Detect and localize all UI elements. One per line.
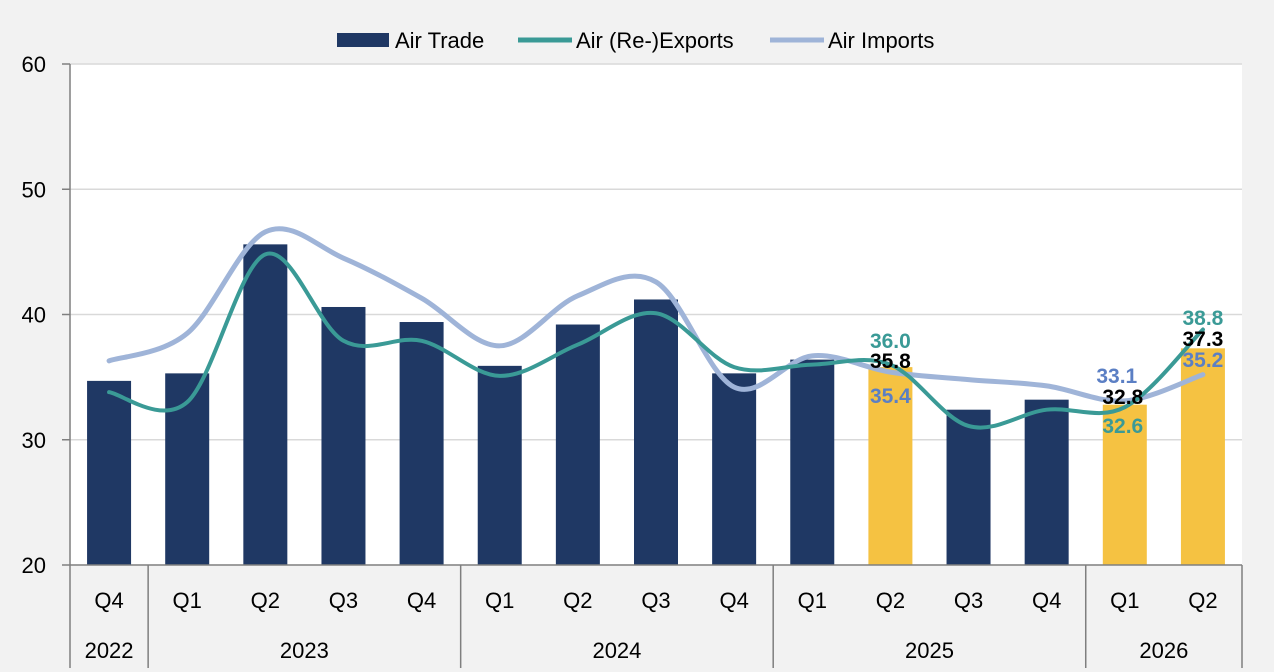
bar-5 <box>477 365 522 565</box>
x-tick-label: Q2 <box>1188 588 1217 613</box>
series-line-air-imports <box>106 226 1206 404</box>
bar-10 <box>868 367 913 565</box>
x-tick-label: Q3 <box>954 588 983 613</box>
legend-swatch-air-trade <box>337 33 389 47</box>
x-tick-label: Q2 <box>563 588 592 613</box>
bar-9 <box>790 359 835 565</box>
x-tick-label: Q4 <box>719 588 748 613</box>
legend-label: Air Imports <box>828 28 934 53</box>
year-label: 2024 <box>592 638 641 663</box>
legend-label: Air (Re-)Exports <box>576 28 734 53</box>
x-tick-label: Q3 <box>641 588 670 613</box>
y-tick-label: 60 <box>22 52 46 77</box>
y-tick-label: 20 <box>22 553 46 578</box>
x-tick-label: Q4 <box>407 588 436 613</box>
bar-4 <box>399 322 444 565</box>
data-label: 32.6 <box>1102 415 1143 438</box>
x-tick-label: Q3 <box>329 588 358 613</box>
lines <box>106 226 1206 430</box>
bar-12 <box>1024 399 1069 565</box>
data-label: 33.1 <box>1096 365 1137 388</box>
bar-1 <box>165 373 210 565</box>
legend: Air Trade Air (Re-)Exports Air Imports <box>337 28 934 53</box>
y-tick-label: 40 <box>22 303 46 328</box>
data-label: 32.8 <box>1102 386 1143 409</box>
x-tick-label: Q2 <box>251 588 280 613</box>
bar-11 <box>946 409 991 565</box>
x-tick-label: Q2 <box>876 588 905 613</box>
data-labels: 36.035.8 35.4 33.132.8 32.6 38.837.335.2 <box>870 307 1224 438</box>
data-label: 35.4 <box>870 385 911 408</box>
bar-3 <box>321 306 366 565</box>
legend-label: Air Trade <box>395 28 484 53</box>
bar-14 <box>1180 348 1225 565</box>
bar-6 <box>555 324 600 565</box>
bar-8 <box>712 373 757 565</box>
y-tick-label: 50 <box>22 177 46 202</box>
year-label: 2023 <box>280 638 329 663</box>
data-label: 37.3 <box>1182 328 1223 351</box>
x-tick-label: Q4 <box>94 588 123 613</box>
x-tick-label: Q1 <box>798 588 827 613</box>
axes: 20 30 40 50 60 Q4 Q1 Q2 Q3 Q4 Q1 Q2 Q3 Q4 Q1 Q2 Q3 Q4 Q1 Q2… <box>22 52 1243 668</box>
year-label: 2022 <box>85 638 134 663</box>
y-tick-label: 30 <box>22 428 46 453</box>
bar-13 <box>1102 404 1147 565</box>
x-tick-label: Q4 <box>1032 588 1061 613</box>
bar-7 <box>634 299 678 565</box>
bar-0 <box>87 380 132 565</box>
data-label: 38.8 <box>1182 307 1223 330</box>
x-tick-label: Q1 <box>485 588 514 613</box>
data-label: 36.0 <box>870 330 911 353</box>
year-label: 2026 <box>1139 638 1188 663</box>
data-label: 35.2 <box>1182 349 1223 372</box>
x-tick-label: Q1 <box>1110 588 1139 613</box>
x-tick-label: Q1 <box>173 588 202 613</box>
bar-2 <box>243 244 288 566</box>
data-label: 35.8 <box>870 350 911 373</box>
series-line-air-re-exports <box>107 251 1205 430</box>
year-label: 2025 <box>905 638 954 663</box>
bars <box>87 244 1225 566</box>
